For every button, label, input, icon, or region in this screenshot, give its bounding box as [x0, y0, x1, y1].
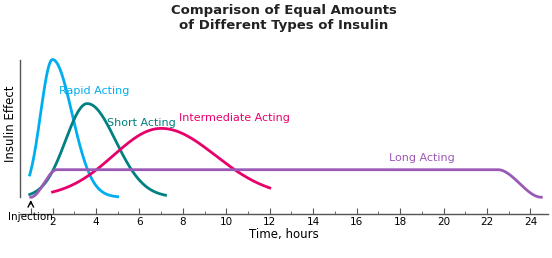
- Text: Long Acting: Long Acting: [389, 154, 455, 163]
- Text: Injection: Injection: [8, 212, 53, 222]
- Y-axis label: Insulin Effect: Insulin Effect: [4, 86, 17, 163]
- X-axis label: Time, hours: Time, hours: [249, 228, 319, 241]
- Text: Short Acting: Short Acting: [107, 118, 176, 128]
- Text: Rapid Acting: Rapid Acting: [59, 86, 129, 96]
- Text: Intermediate Acting: Intermediate Acting: [178, 114, 289, 124]
- Title: Comparison of Equal Amounts
of Different Types of Insulin: Comparison of Equal Amounts of Different…: [171, 4, 397, 32]
